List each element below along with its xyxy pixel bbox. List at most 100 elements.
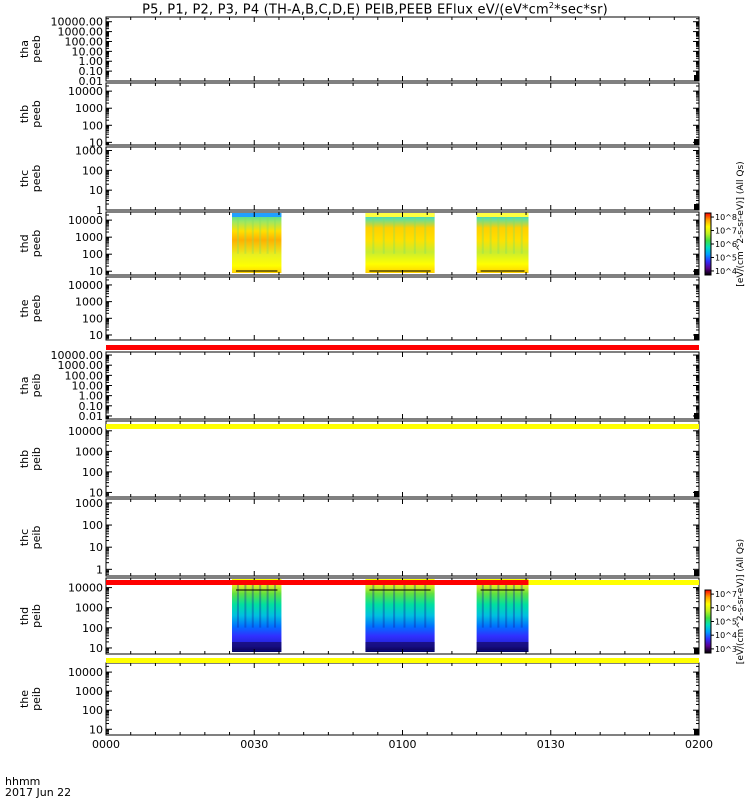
- spectrogram-streak: [413, 582, 416, 628]
- spectrogram-streak: [497, 216, 500, 254]
- panel-edge-marker: [694, 570, 699, 576]
- y-tick-label: 1: [96, 563, 103, 576]
- panel-frame: [105, 351, 700, 420]
- y-tick-label: 1000: [75, 497, 103, 510]
- spectrogram-block: [476, 579, 529, 652]
- y-axis-label: thc: [18, 170, 31, 187]
- y-tick-label: 10000.00: [51, 349, 104, 362]
- y-tick-label: 1000: [75, 144, 103, 157]
- spectrogram-streak: [259, 216, 262, 254]
- spectrogram-low-energy-band: [476, 642, 529, 650]
- spectrogram-streak: [505, 216, 508, 254]
- colorbar-3: 10^4 10^5 10^6 10^7 10^8 [eV/(cm^2-s-sr-eV)] …: [704, 161, 746, 287]
- panel-thb-peib: 10 100 1000 10000 thb peib: [18, 420, 700, 499]
- y-axis-label: peib: [30, 374, 43, 398]
- y-tick-label: 0.10: [79, 400, 104, 413]
- panel-the-peib: 10 100 1000 10000 the peib: [18, 662, 700, 736]
- spectrogram-block: [365, 579, 435, 652]
- spectrogram-streak: [393, 582, 396, 628]
- y-axis-label: the: [18, 690, 31, 708]
- status-bar: [528, 580, 699, 585]
- panel-thc-peib: 1 10 100 1000 thc peib: [18, 497, 700, 577]
- y-axis-label: tha: [18, 40, 31, 58]
- panel-frame: [105, 662, 700, 736]
- y-axis-label: thd: [18, 234, 31, 252]
- status-bar: [106, 424, 699, 429]
- spectrogram-top-band: [365, 213, 435, 217]
- spectrogram-streak: [266, 582, 269, 628]
- panel-thc-peeb: 1 10 100 1000 thc peeb: [18, 144, 700, 217]
- colorbar-tick-label: 10^7: [715, 590, 737, 599]
- y-tick-label: 10: [89, 265, 103, 278]
- spectrogram-streak: [251, 582, 254, 628]
- spectrogram-top-band: [476, 213, 529, 217]
- spectrogram-streak: [497, 582, 500, 628]
- y-tick-label: 10: [89, 329, 103, 342]
- spectrogram-low-energy-band: [365, 642, 435, 650]
- y-tick-label: 100: [82, 164, 103, 177]
- colorbar-tick-label: 10^8: [715, 213, 737, 222]
- spectrogram-streak: [251, 216, 254, 254]
- spectrogram-block: [232, 579, 282, 652]
- status-bar: [106, 345, 699, 350]
- spectrogram-streak: [244, 582, 247, 628]
- y-tick-label: 1: [96, 204, 103, 217]
- y-tick-label: 1000.00: [58, 359, 104, 372]
- spectrogram-streak: [274, 216, 277, 254]
- y-tick-label: 1000: [75, 445, 103, 458]
- y-axis-label: peeb: [30, 230, 43, 258]
- colorbar-label: [eV/(cm^2-s-sr-eV)] (All Qs): [736, 161, 746, 286]
- y-tick-label: 10000: [68, 279, 103, 292]
- colorbar-8: 10^3 10^4 10^5 10^6 10^7 [eV/(cm^2-s-sr-eV)] …: [704, 539, 746, 664]
- panel-frame: [105, 498, 700, 577]
- colorbar-tick-label: 10^6: [715, 604, 737, 613]
- panel-thb-peeb: 10 100 1000 10000 thb peeb: [18, 82, 700, 149]
- spectrogram-streak: [236, 216, 239, 254]
- y-tick-label: 1000: [75, 685, 103, 698]
- colorbar-label: [eV/(cm^2-s-sr-eV)] (All Qs): [736, 539, 746, 664]
- spectrogram-streak: [424, 582, 427, 628]
- colorbar-tick-label: 10^6: [715, 240, 737, 249]
- y-tick-label: 100: [82, 704, 103, 717]
- x-tick-label: 0000: [92, 738, 120, 751]
- colorbar-tick-label: 10^4: [715, 631, 737, 640]
- y-tick-label: 1000: [75, 296, 103, 309]
- y-tick-label: 100: [82, 519, 103, 532]
- y-tick-label: 1000: [75, 231, 103, 244]
- y-axis-label: peib: [30, 604, 43, 628]
- spectrogram-streak: [403, 216, 406, 254]
- y-tick-label: 10.00: [72, 45, 104, 58]
- spectrogram-streak: [403, 582, 406, 628]
- y-axis-label: peeb: [30, 35, 43, 63]
- spectrogram-streak: [413, 216, 416, 254]
- panel-edge-marker: [694, 413, 699, 419]
- panel-frame: [105, 82, 700, 146]
- spectrogram-streak: [372, 582, 375, 628]
- panel-thd-peeb: 10 100 1000 10000 thd peeb: [18, 211, 700, 278]
- x-axis-date-label: 2017 Jun 22: [5, 786, 72, 799]
- panel-frame: [105, 16, 700, 82]
- x-tick-label: 0030: [240, 738, 268, 751]
- panel-edge-marker: [694, 491, 699, 497]
- y-tick-label: 100: [82, 312, 103, 325]
- spectrogram-low-energy-band: [232, 642, 282, 650]
- colorbar-tick-label: 10^5: [715, 618, 737, 627]
- status-bar: [106, 580, 529, 585]
- y-axis-label: peib: [30, 687, 43, 711]
- spectrogram-streak: [382, 216, 385, 254]
- spectrogram-streak: [489, 216, 492, 254]
- x-tick-label: 0200: [685, 738, 713, 751]
- y-axis-label: peib: [30, 526, 43, 550]
- y-tick-label: 1.00: [79, 55, 104, 68]
- chart-title: P5, P1, P2, P3, P4 (TH-A,B,C,D,E) PEIB,P…: [142, 1, 608, 18]
- spectrogram-streak: [382, 582, 385, 628]
- spectrogram-top-band: [232, 213, 282, 217]
- spectrogram-block: [365, 213, 435, 273]
- y-tick-label: 1000: [75, 602, 103, 615]
- colorbar-gradient: [705, 590, 711, 653]
- spectrogram-streak: [512, 582, 515, 628]
- y-axis-label: thc: [18, 529, 31, 546]
